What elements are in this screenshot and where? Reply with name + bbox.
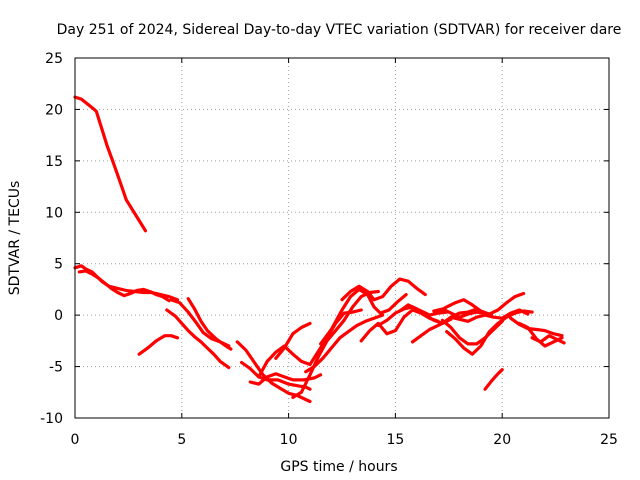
series-line-track-20 [410, 317, 453, 344]
y-tick-label: 5 [54, 257, 63, 273]
series-line-track-19 [398, 303, 479, 325]
series-line-track-10 [248, 372, 323, 386]
y-tick-label: 15 [45, 154, 63, 170]
chart-title: Day 251 of 2024, Sidereal Day-to-day VTE… [57, 22, 622, 38]
x-tick-label: 0 [71, 432, 80, 448]
grid [75, 58, 609, 418]
y-tick-label: 25 [45, 51, 63, 67]
plot-frame [74, 57, 610, 419]
series-line-track-12 [274, 321, 312, 360]
series-line-track-11 [257, 308, 363, 379]
series-line-track-15 [319, 287, 408, 346]
x-tick-label: 15 [386, 432, 404, 448]
y-tick-label: -10 [40, 411, 63, 427]
series-line-track-8 [235, 340, 312, 404]
series-line-track-27 [509, 316, 564, 338]
x-tick-labels: 0 5 10 15 20 25 [71, 432, 618, 448]
x-tick-label: 25 [600, 432, 618, 448]
x-tick-label: 20 [493, 432, 511, 448]
x-tick-label: 10 [280, 432, 298, 448]
y-tick-label: 10 [45, 205, 63, 221]
series-line-track-26 [483, 368, 504, 391]
series-line-track-22 [436, 291, 526, 316]
series-line-track-1 [73, 95, 148, 233]
series-line-track-13 [291, 289, 380, 399]
y-tick-label: 20 [45, 102, 63, 118]
series-line-track-7 [186, 297, 233, 351]
y-tick-label: 0 [54, 308, 63, 324]
series-line-track-29 [530, 334, 566, 345]
y-tick-labels: -10 -5 0 5 10 15 20 25 [40, 51, 63, 427]
y-tick-label: -5 [49, 360, 63, 376]
series-line-track-23 [440, 318, 504, 346]
axis-ticks [74, 57, 610, 419]
series-line-track-14 [304, 313, 385, 374]
series-line-track-25 [449, 308, 530, 323]
y-axis-label: SDTVAR / TECUs [7, 181, 23, 296]
series-line-track-24 [445, 309, 534, 356]
series-line-track-5 [165, 308, 231, 370]
series-line-track-4 [137, 334, 180, 356]
x-tick-label: 5 [177, 432, 186, 448]
x-axis-label: GPS time / hours [280, 459, 397, 475]
series-line-track-16 [340, 277, 427, 302]
series-group [73, 95, 566, 404]
series-line-track-3 [77, 269, 171, 303]
